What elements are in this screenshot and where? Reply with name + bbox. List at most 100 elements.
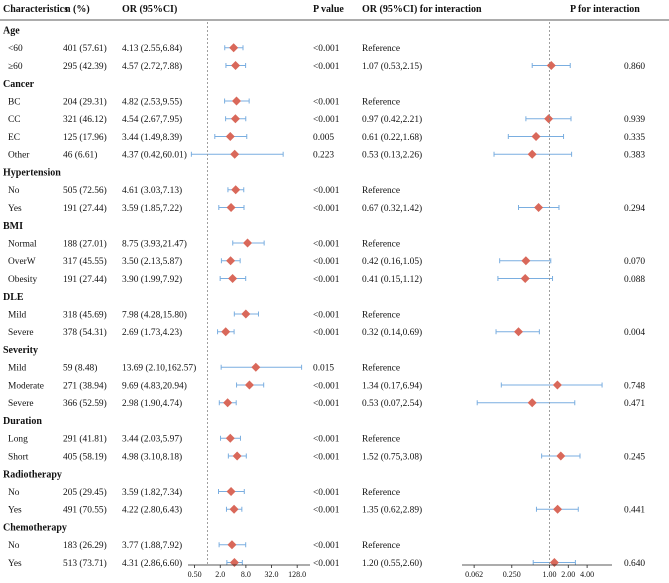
- header-or-interaction: OR (95%CI) for interaction: [362, 4, 482, 15]
- row-n: 188 (27.01): [63, 238, 107, 249]
- or-marker: [229, 504, 239, 514]
- x-tick-label: 8.0: [241, 570, 251, 579]
- row-label: No: [8, 488, 20, 498]
- row-or-interaction-text: Reference: [362, 363, 400, 374]
- or-marker: [223, 398, 233, 408]
- row-label: ≥60: [8, 62, 23, 72]
- row-or-text: 2.98 (1.90,4.74): [122, 398, 182, 409]
- row-label: CC: [8, 115, 21, 125]
- x-interaction-tick-label: 0.250: [503, 570, 521, 579]
- or-marker-interaction: [520, 274, 530, 283]
- row-n: 513 (73.71): [63, 558, 107, 569]
- row-label: Yes: [8, 559, 22, 569]
- row-n: 125 (17.96): [63, 132, 107, 143]
- group-title: Chemotherapy: [3, 523, 67, 534]
- group-title: DLE: [3, 292, 24, 303]
- x-tick-label: 128.0: [288, 570, 306, 579]
- row-n: 183 (26.29): [63, 540, 107, 551]
- row-p-value: 0.015: [313, 364, 334, 374]
- row-p-interaction: 0.383: [624, 151, 645, 161]
- header-characteristics: Characteristics: [3, 4, 68, 15]
- group-title: Age: [3, 26, 20, 37]
- row-p-interaction: 0.471: [624, 399, 645, 409]
- row-p-interaction: 0.245: [624, 452, 645, 462]
- row-n: 491 (70.55): [63, 505, 107, 516]
- header-p-interaction: P for interaction: [570, 4, 640, 15]
- or-marker: [226, 487, 236, 496]
- x-interaction-tick-label: 2.00: [561, 570, 575, 579]
- row-p-value: 0.005: [313, 133, 334, 143]
- group-title: Cancer: [3, 79, 35, 90]
- row-or-interaction-text: 0.53 (0.13,2.26): [362, 150, 422, 161]
- row-or-interaction-text: Reference: [362, 434, 400, 445]
- row-label: Severe: [8, 399, 34, 409]
- row-p-value: <0.001: [313, 115, 340, 125]
- row-p-value: <0.001: [313, 204, 340, 214]
- header-or: OR (95%CI): [122, 4, 177, 15]
- row-or-text: 3.44 (2.03,5.97): [122, 434, 182, 445]
- row-n: 204 (29.31): [63, 96, 107, 107]
- row-p-value: <0.001: [313, 381, 340, 391]
- row-or-text: 4.13 (2.55,6.84): [122, 43, 182, 54]
- row-p-interaction: 0.294: [624, 204, 645, 214]
- row-or-text: 3.77 (1.88,7.92): [122, 540, 182, 551]
- row-or-text: 3.90 (1.99,7.92): [122, 274, 182, 285]
- or-marker-interaction: [521, 256, 531, 266]
- row-or-interaction-text: 0.42 (0.16,1.05): [362, 256, 422, 267]
- row-or-interaction-text: Reference: [362, 43, 400, 54]
- row-or-text: 3.59 (1.82,7.34): [122, 487, 182, 498]
- row-or-text: 2.69 (1.73,4.23): [122, 327, 182, 338]
- row-p-value: <0.001: [313, 239, 340, 249]
- row-or-text: 9.69 (4.83,20.94): [122, 380, 187, 391]
- x-tick-label: 0.50: [188, 570, 202, 579]
- row-n: 317 (45.55): [63, 256, 107, 267]
- or-marker: [226, 203, 236, 212]
- or-marker: [225, 433, 235, 443]
- row-or-interaction-text: Reference: [362, 487, 400, 498]
- row-label: EC: [8, 133, 20, 143]
- row-label: Other: [8, 151, 30, 161]
- row-or-interaction-text: Reference: [362, 540, 400, 551]
- row-or-text: 7.98 (4.28,15.80): [122, 309, 187, 320]
- or-marker-interaction: [549, 558, 559, 567]
- row-n: 321 (46.12): [63, 114, 107, 125]
- row-or-interaction-text: Reference: [362, 309, 400, 320]
- x-interaction-tick-label: 4.00: [580, 570, 594, 579]
- or-marker: [232, 96, 242, 106]
- row-n: 295 (42.39): [63, 61, 107, 72]
- x-interaction-tick-label: 0.062: [465, 570, 483, 579]
- or-marker: [221, 327, 231, 337]
- header-p-value: P value: [313, 4, 344, 15]
- row-n: 271 (38.94): [63, 380, 107, 391]
- row-p-value: 0.223: [313, 151, 334, 161]
- or-marker: [227, 540, 237, 550]
- row-label: Obesity: [8, 275, 37, 285]
- row-or-interaction-text: 0.32 (0.14,0.69): [362, 327, 422, 338]
- or-marker-interaction: [527, 398, 537, 408]
- or-marker-interaction: [556, 451, 566, 461]
- row-p-interaction: 0.004: [624, 328, 645, 338]
- row-or-interaction-text: 1.20 (0.55,2.60): [362, 558, 422, 569]
- row-or-interaction-text: 1.07 (0.53,2.15): [362, 61, 422, 72]
- row-or-interaction-text: 1.34 (0.17,6.94): [362, 380, 422, 391]
- row-p-value: <0.001: [313, 275, 340, 285]
- row-or-text: 4.22 (2.80,6.43): [122, 505, 182, 516]
- row-or-interaction-text: Reference: [362, 96, 400, 107]
- or-marker: [229, 558, 239, 567]
- row-n: 505 (72.56): [63, 185, 107, 196]
- row-label: No: [8, 186, 20, 196]
- row-or-interaction-text: Reference: [362, 185, 400, 196]
- row-label: Normal: [8, 239, 37, 249]
- row-n: 378 (54.31): [63, 327, 107, 338]
- group-title: Severity: [3, 345, 38, 356]
- row-p-value: <0.001: [313, 506, 340, 516]
- row-or-text: 3.44 (1.49,8.39): [122, 132, 182, 143]
- row-n: 366 (52.59): [63, 398, 107, 409]
- header-n: n (%): [65, 4, 90, 15]
- row-label: OverW: [8, 257, 36, 267]
- or-marker: [251, 362, 261, 372]
- or-marker: [241, 309, 251, 319]
- or-marker-interaction: [534, 203, 544, 212]
- row-p-value: <0.001: [313, 97, 340, 107]
